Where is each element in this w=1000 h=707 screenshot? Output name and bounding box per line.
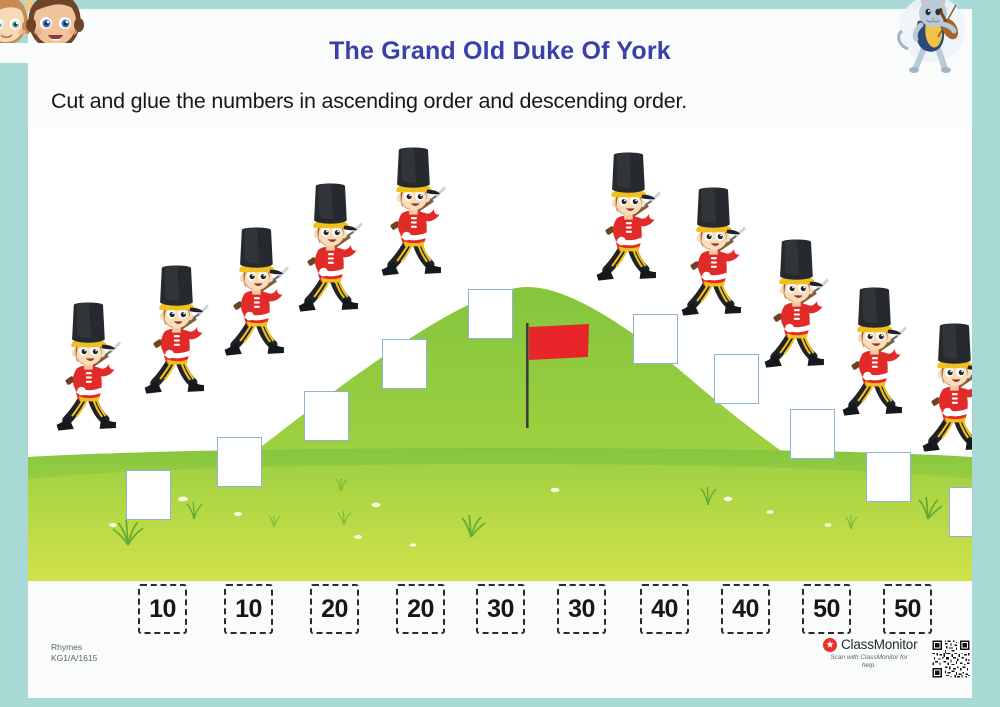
number-card[interactable]: 30: [476, 584, 525, 634]
soldier-figure: [224, 227, 289, 356]
worksheet-category: Rhymes: [51, 642, 83, 652]
number-card[interactable]: 40: [721, 584, 770, 634]
page-title: The Grand Old Duke Of York: [329, 37, 671, 65]
field-arc: [28, 464, 972, 581]
brand-name: ClassMonitor: [841, 637, 918, 652]
child-face-right: [26, 0, 84, 49]
instruction-text: Cut and glue the numbers in ascending or…: [51, 89, 688, 113]
scene-svg: [28, 127, 972, 581]
soldier: [56, 302, 121, 431]
soldier: [842, 287, 907, 416]
soldier: [224, 227, 289, 356]
soldier-figure: [596, 152, 661, 281]
number-card[interactable]: 20: [396, 584, 445, 634]
qr-code[interactable]: [931, 639, 971, 679]
answer-box[interactable]: [633, 314, 678, 364]
soldier-figure: [381, 147, 446, 276]
number-card[interactable]: 10: [138, 584, 187, 634]
answer-box[interactable]: [790, 409, 835, 459]
child-face-left: [0, 0, 34, 46]
field-speckles: [109, 487, 832, 547]
soldier-figure: [764, 239, 829, 368]
answer-box[interactable]: [382, 339, 427, 389]
soldier-figure: [922, 323, 972, 452]
illustration-scene: [28, 127, 972, 581]
brand-caption: Scan with ClassMonitor for help.: [830, 654, 908, 669]
number-card[interactable]: 40: [640, 584, 689, 634]
answer-box[interactable]: [304, 391, 349, 441]
classmonitor-logo-icon: [823, 637, 837, 652]
soldier: [298, 183, 363, 312]
number-card[interactable]: 20: [310, 584, 359, 634]
grass-tufts: [112, 478, 943, 546]
number-card[interactable]: 50: [883, 584, 932, 634]
brand-block: ClassMonitor Scan with ClassMonitor for …: [823, 637, 972, 683]
worksheet-code: KG1/A/1615: [51, 653, 98, 663]
soldier: [381, 147, 446, 276]
answer-box[interactable]: [468, 289, 513, 339]
soldier: [144, 265, 209, 394]
worksheet-sheet: The Grand Old Duke Of York Cut and glue …: [28, 9, 972, 698]
soldier: [764, 239, 829, 368]
soldier: [922, 323, 972, 452]
answer-box[interactable]: [217, 437, 262, 487]
soldier: [596, 152, 661, 281]
answer-box[interactable]: [714, 354, 759, 404]
soldier-figure: [298, 183, 363, 312]
soldier: [681, 187, 746, 316]
soldier-figure: [56, 302, 121, 431]
number-card[interactable]: 10: [224, 584, 273, 634]
number-card-strip: 10 10 20 20 30 30 40 40 50 50: [28, 584, 972, 646]
worksheet-code-block: Rhymes KG1/A/1615: [51, 642, 97, 664]
soldier-figure: [681, 187, 746, 316]
soldier-figure: [144, 265, 209, 394]
number-card[interactable]: 50: [802, 584, 851, 634]
number-card[interactable]: 30: [557, 584, 606, 634]
answer-box[interactable]: [866, 452, 911, 502]
cat-fiddle-illustration: [888, 0, 972, 77]
flag-icon: [526, 323, 589, 428]
answer-box[interactable]: [949, 487, 972, 537]
soldier-figure: [842, 287, 907, 416]
answer-box[interactable]: [126, 470, 171, 520]
children-illustration: [0, 0, 84, 65]
